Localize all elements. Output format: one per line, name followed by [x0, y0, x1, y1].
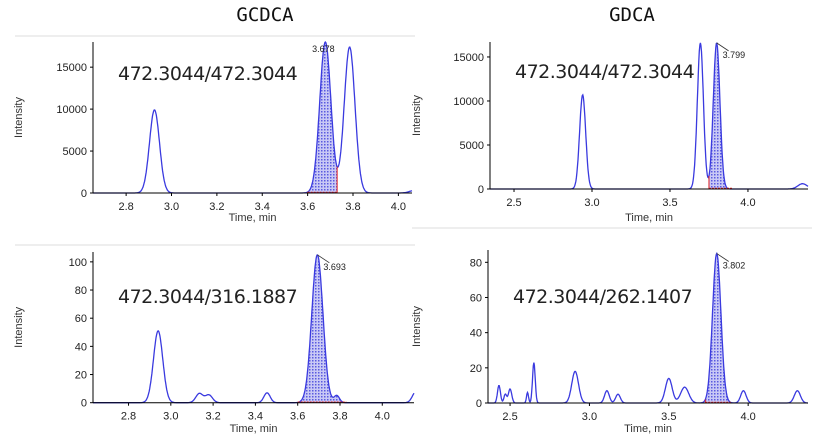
- x-tick-label: 3.2: [209, 201, 224, 213]
- integrated-peak-area: [708, 43, 733, 189]
- x-axis-label: Time, min: [625, 212, 673, 224]
- x-tick-label: 3.8: [332, 411, 347, 423]
- y-tick-label: 60: [470, 292, 482, 304]
- chart-bottom-right: 0 20 40 60 80 2.5 3.0 3.5 4.0 Time, min Intensity 4…: [411, 250, 808, 435]
- chart-top-left: 0 5000 10000 15000 2.8 3.0 3.2 3.4 3.6 3.8 4.0 Time…: [13, 40, 413, 224]
- x-tick-label: 3.0: [584, 197, 599, 209]
- y-tick-label: 0: [81, 188, 87, 200]
- chart-bottom-left: 0 20 40 60 80 100 2.8 3.0 3.2 3.4 3.6 3.8 4.0 Time, m…: [13, 252, 415, 435]
- transition-annotation: 472.3044/472.3044: [515, 61, 695, 83]
- y-tick-label: 15000: [56, 62, 87, 74]
- integrated-peak-area: [307, 42, 338, 193]
- x-tick-label: 3.5: [661, 411, 676, 423]
- y-tick-label: 100: [69, 257, 87, 269]
- x-tick-label: 4.0: [741, 411, 756, 423]
- y-tick-label: 0: [476, 398, 482, 410]
- x-tick-label: 3.2: [205, 411, 220, 423]
- x-axis-label: Time, min: [230, 423, 278, 435]
- x-tick-label: 3.4: [248, 411, 263, 423]
- y-tick-label: 80: [470, 257, 482, 269]
- title-gdca: GDCA: [609, 4, 655, 26]
- y-tick-label: 10000: [56, 104, 87, 116]
- x-tick-label: 4.0: [391, 201, 406, 213]
- y-axis-label: Intensity: [13, 306, 25, 347]
- x-tick-label: 3.0: [163, 411, 178, 423]
- y-tick-label: 40: [75, 341, 87, 353]
- integrated-peak-area: [297, 254, 347, 403]
- x-tick-label: 4.0: [375, 411, 390, 423]
- x-axis-label: Time, min: [624, 423, 672, 435]
- x-axis-label: Time, min: [229, 212, 277, 224]
- x-tick-label: 4.0: [740, 197, 755, 209]
- y-axis-label: Intensity: [13, 97, 25, 138]
- apex-leader-line: [317, 254, 330, 264]
- x-tick-label: 3.0: [164, 201, 179, 213]
- x-tick-label: 2.8: [118, 201, 133, 213]
- y-axis-label: Intensity: [411, 306, 423, 347]
- x-tick-label: 2.5: [502, 411, 517, 423]
- y-tick-label: 20: [75, 370, 87, 382]
- x-tick-label: 2.5: [506, 197, 521, 209]
- y-tick-label: 40: [470, 328, 482, 340]
- title-gcdca: GCDCA: [236, 4, 294, 26]
- y-tick-label: 0: [478, 184, 484, 196]
- y-tick-label: 5000: [63, 146, 87, 158]
- transition-annotation: 472.3044/262.1407: [513, 286, 692, 308]
- y-tick-label: 15000: [453, 52, 484, 64]
- x-tick-label: 3.6: [300, 201, 315, 213]
- apex-rt-label: 3.693: [323, 262, 346, 272]
- y-axis-label: Intensity: [411, 95, 423, 136]
- apex-rt-label: 3.802: [723, 261, 746, 271]
- y-tick-label: 60: [75, 313, 87, 325]
- chromatogram-trace: [93, 254, 415, 404]
- x-tick-label: 3.0: [582, 411, 597, 423]
- x-tick-label: 3.6: [290, 411, 305, 423]
- apex-leader-line: [716, 253, 729, 262]
- x-tick-label: 2.8: [121, 411, 136, 423]
- apex-leader-line: [716, 42, 729, 52]
- apex-rt-label: 3.678: [312, 44, 335, 54]
- transition-annotation: 472.3044/316.1887: [118, 286, 297, 308]
- chromatogram-trace: [488, 251, 808, 404]
- transition-annotation: 472.3044/472.3044: [118, 63, 298, 85]
- x-tick-label: 3.5: [662, 197, 677, 209]
- x-tick-label: 3.8: [345, 201, 360, 213]
- y-tick-label: 20: [470, 363, 482, 375]
- y-tick-label: 0: [81, 398, 87, 410]
- y-tick-label: 80: [75, 285, 87, 297]
- integrated-peak-area: [705, 253, 731, 403]
- y-tick-label: 5000: [460, 140, 484, 152]
- chart-top-right: 0 5000 10000 15000 2.5 3.0 3.5 4.0 Time, min Inte…: [411, 42, 809, 224]
- x-tick-label: 3.4: [255, 201, 270, 213]
- y-tick-label: 10000: [453, 96, 484, 108]
- apex-rt-label: 3.799: [723, 50, 746, 60]
